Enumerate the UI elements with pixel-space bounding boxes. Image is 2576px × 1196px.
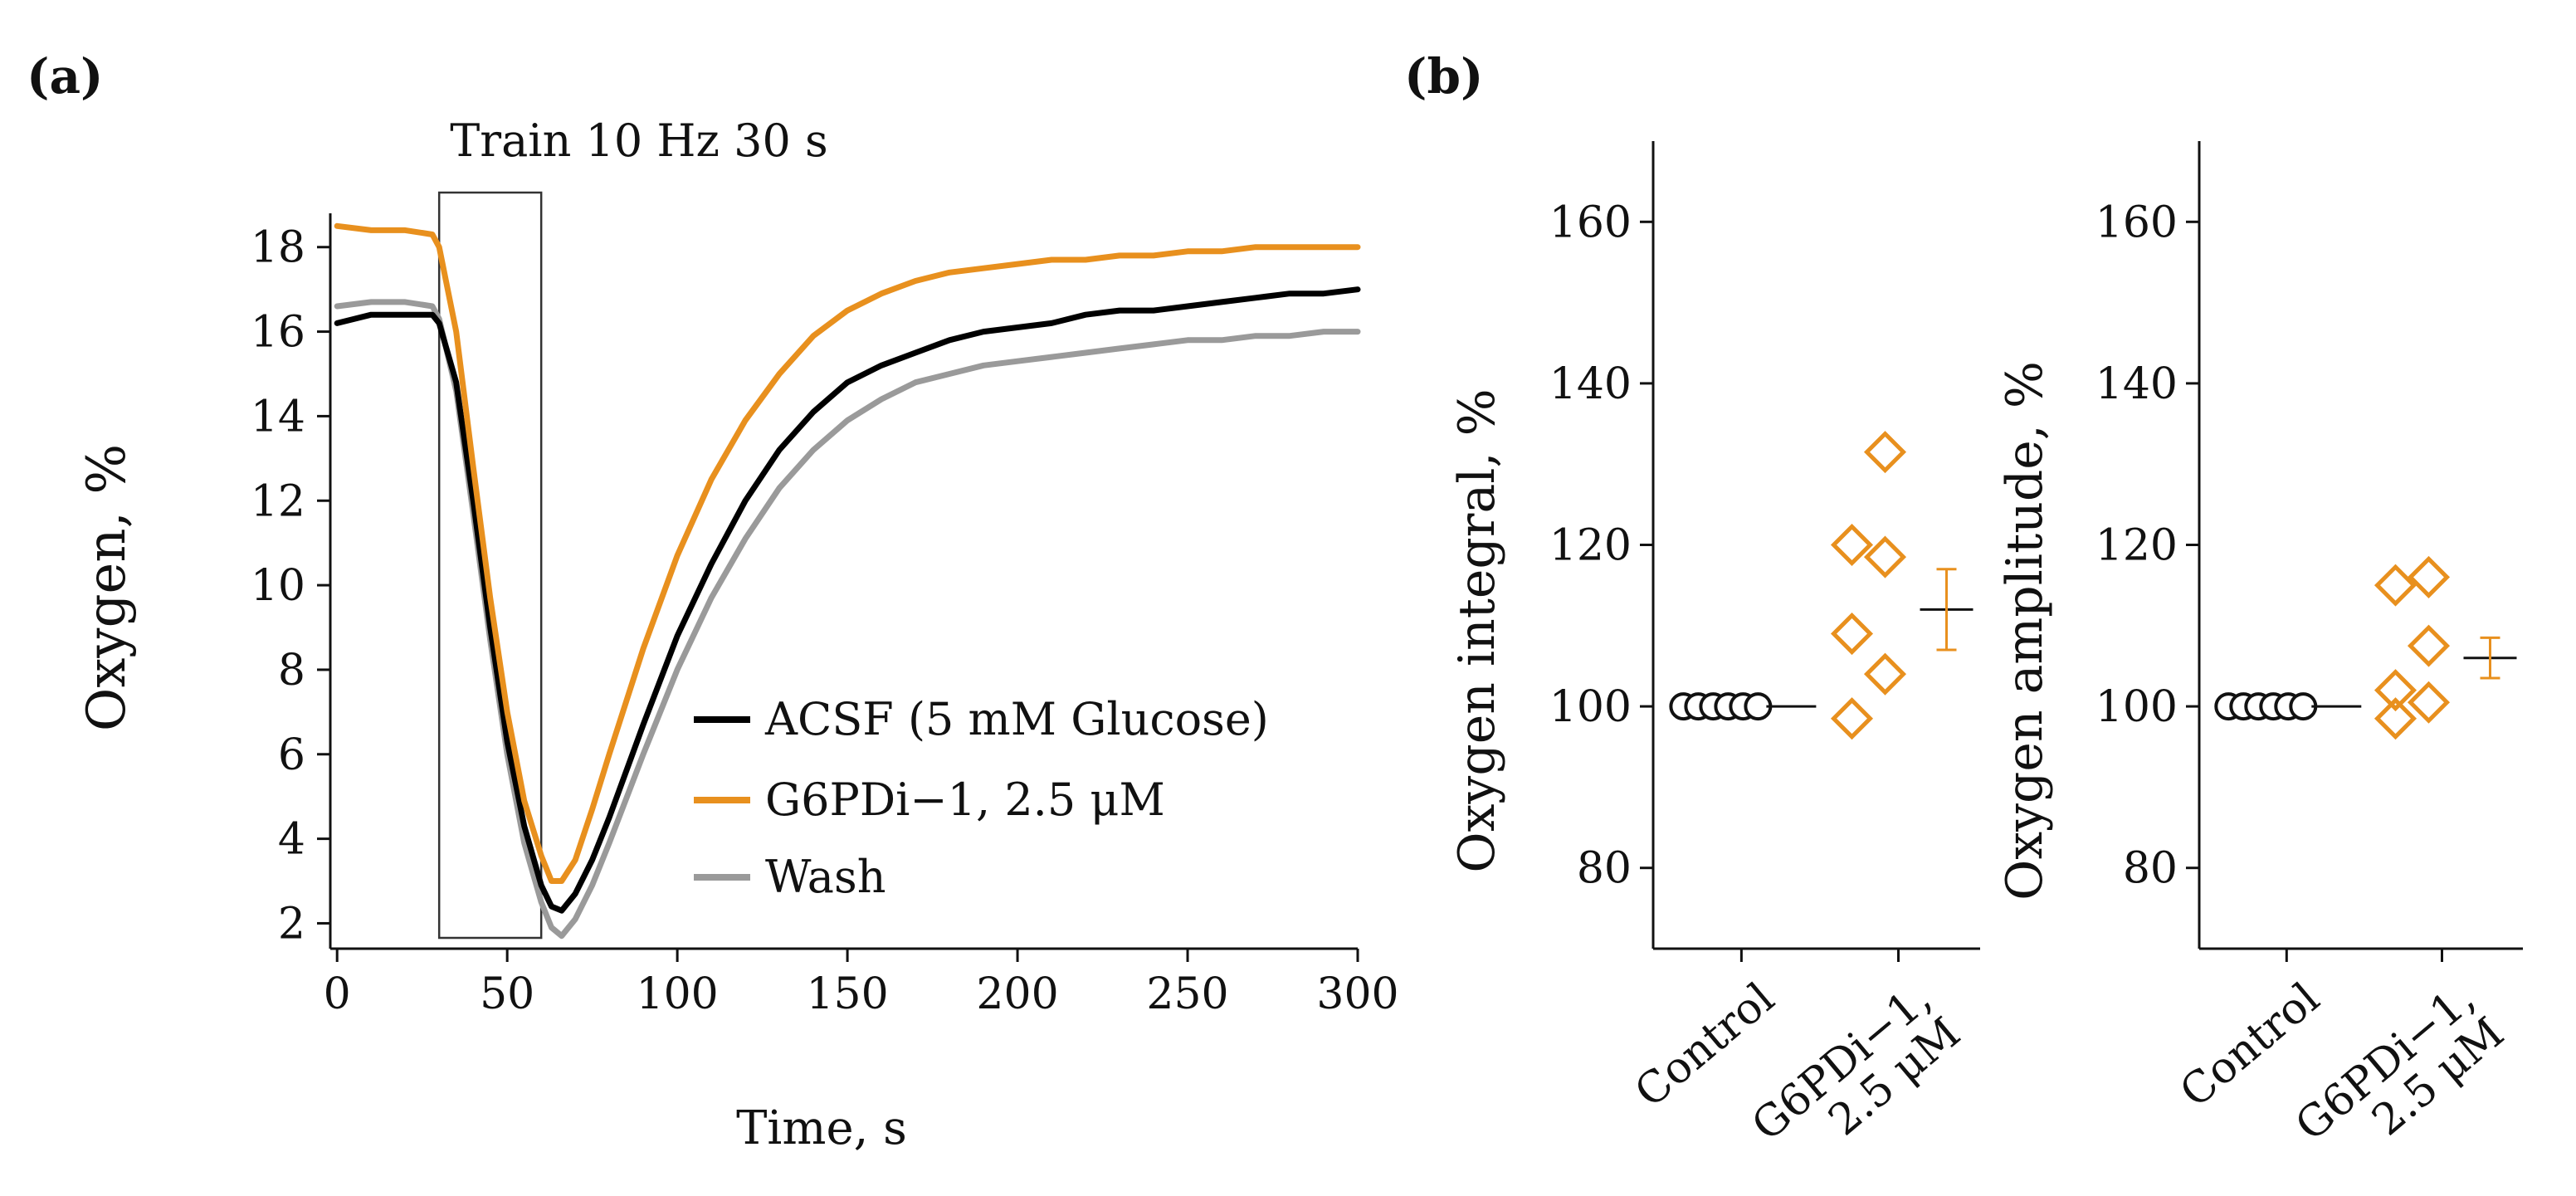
oxygen-trace-chart: Train 10 Hz 30 s Time, s Oxygen, % ACSF … bbox=[76, 115, 1399, 1155]
legend-label-g6pdi: G6PDi−1, 2.5 μM bbox=[765, 774, 1165, 826]
treatment-point bbox=[1830, 523, 1874, 567]
treatment-point bbox=[2407, 681, 2451, 724]
stim-annotation: Train 10 Hz 30 s bbox=[450, 115, 827, 167]
y-tick-label: 14 bbox=[251, 392, 305, 442]
trace-acsf bbox=[334, 286, 1361, 914]
treatment-point bbox=[2374, 669, 2417, 712]
panel-b-label: (b) bbox=[1404, 48, 1483, 105]
x-tick-label: 100 bbox=[636, 969, 718, 1019]
y-tick-label: 80 bbox=[2123, 844, 2178, 894]
y-tick-label: 140 bbox=[1549, 359, 1632, 409]
x-tick-label: 200 bbox=[976, 969, 1058, 1019]
y-tick-label: 16 bbox=[251, 308, 305, 358]
y-tick-label: 120 bbox=[1549, 521, 1632, 571]
oxygen-amplitude-chart: Oxygen amplitude, % 80100120140160Contro… bbox=[1996, 141, 2523, 1151]
y-tick-label: 80 bbox=[1577, 844, 1632, 894]
y-tick-label: 18 bbox=[251, 223, 305, 273]
treatment-point bbox=[1863, 431, 1907, 474]
x-tick-label: 250 bbox=[1146, 969, 1228, 1019]
trace-g6pdi bbox=[334, 222, 1361, 884]
y-tick-label: 6 bbox=[278, 730, 305, 780]
y-tick-label: 100 bbox=[2095, 682, 2178, 732]
x-tick-label: Control bbox=[1626, 974, 1783, 1117]
y-tick-label: 8 bbox=[278, 646, 305, 696]
treatment-point bbox=[1830, 612, 1874, 656]
integral-y-axis-label: Oxygen integral, % bbox=[1448, 388, 1506, 872]
x-tick-label: 300 bbox=[1316, 969, 1398, 1019]
treatment-point bbox=[2407, 555, 2451, 598]
panel-a-label: (a) bbox=[27, 48, 103, 105]
y-tick-label: 100 bbox=[1549, 682, 1632, 732]
y-tick-label: 160 bbox=[2095, 198, 2178, 247]
y-axis-label: Oxygen, % bbox=[76, 444, 138, 731]
treatment-point bbox=[2407, 624, 2451, 667]
x-axis-label: Time, s bbox=[736, 1101, 907, 1155]
legend-label-acsf: ACSF (5 mM Glucose) bbox=[764, 693, 1269, 745]
y-tick-label: 12 bbox=[251, 476, 305, 526]
treatment-point bbox=[1863, 535, 1907, 578]
y-tick-label: 140 bbox=[2095, 359, 2178, 409]
oxygen-integral-chart: Oxygen integral, % 80 100 120 140 160 Control… bbox=[1448, 141, 1980, 1151]
treatment-point bbox=[2374, 564, 2417, 607]
treatment-point bbox=[2374, 697, 2417, 740]
treatment-point bbox=[1830, 697, 1874, 740]
y-tick-label: 4 bbox=[278, 815, 305, 865]
y-tick-label: 160 bbox=[1549, 198, 1632, 247]
y-tick-label: 2 bbox=[278, 899, 305, 949]
x-tick-label: 50 bbox=[480, 969, 534, 1019]
x-tick-label: 0 bbox=[324, 969, 351, 1019]
y-tick-label: 10 bbox=[251, 561, 305, 611]
treatment-point bbox=[1863, 652, 1907, 696]
x-tick-label-line: Control bbox=[1626, 974, 1783, 1117]
stim-window-box bbox=[437, 191, 543, 940]
y-tick-label: 120 bbox=[2095, 521, 2178, 571]
legend-label-wash: Wash bbox=[765, 851, 886, 903]
amplitude-y-axis-label: Oxygen amplitude, % bbox=[1996, 361, 2054, 901]
x-tick-label: 150 bbox=[806, 969, 888, 1019]
